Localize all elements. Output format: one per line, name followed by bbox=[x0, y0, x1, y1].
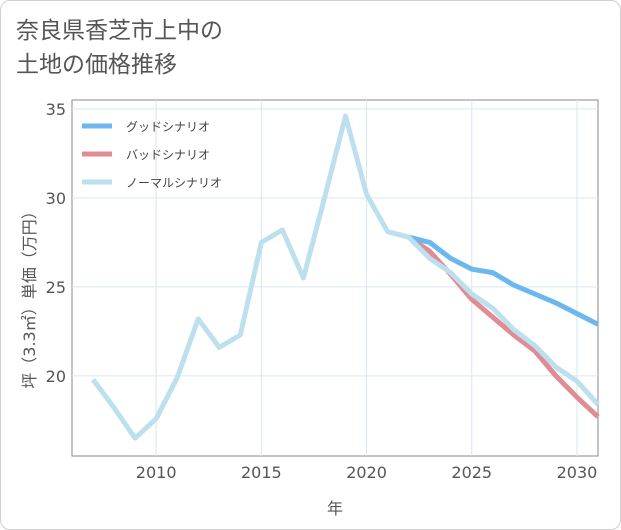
x-tick-label-2020: 2020 bbox=[346, 463, 387, 482]
x-tick-label-2015: 2015 bbox=[241, 463, 282, 482]
y-tick-labels: 20 25 30 35 bbox=[46, 100, 66, 386]
chart-title-line-1: 奈良県香芝市上中の bbox=[16, 18, 223, 44]
legend-label-3: ノーマルシナリオ bbox=[126, 176, 222, 190]
y-tick-label-25: 25 bbox=[46, 278, 66, 297]
y-tick-label-20: 20 bbox=[46, 367, 66, 386]
x-tick-label-2010: 2010 bbox=[136, 463, 177, 482]
series-lines bbox=[90, 113, 600, 441]
chart-title: 奈良県香芝市上中の 土地の価格推移 bbox=[16, 14, 223, 82]
chart-title-line-2: 土地の価格推移 bbox=[16, 52, 177, 78]
legend-label-1: グッドシナリオ bbox=[126, 120, 210, 134]
x-axis-label: 年 bbox=[327, 499, 343, 518]
x-tick-label-2025: 2025 bbox=[451, 463, 492, 482]
legend-label-2: バッドシナリオ bbox=[126, 148, 210, 162]
x-tick-labels: 2010 2015 2020 2025 2030 bbox=[136, 463, 598, 482]
y-tick-label-30: 30 bbox=[46, 189, 66, 208]
series-line-1 bbox=[407, 234, 600, 327]
y-axis-label: 坪（3.3㎡）単価（万円） bbox=[20, 203, 39, 388]
series-line-3 bbox=[90, 113, 600, 441]
y-tick-label-35: 35 bbox=[46, 100, 66, 119]
plot-area-border bbox=[71, 99, 599, 457]
x-tick-label-2030: 2030 bbox=[557, 463, 598, 482]
